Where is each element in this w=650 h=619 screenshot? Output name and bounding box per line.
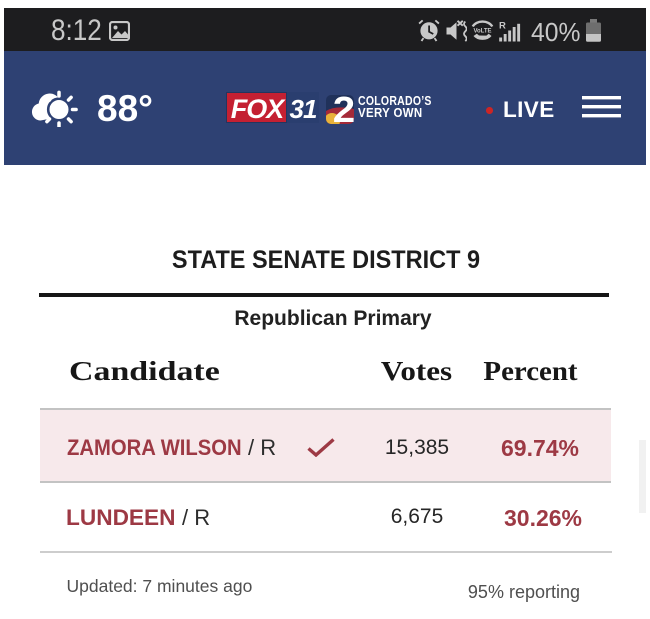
svg-text:VoLTE: VoLTE <box>473 28 491 34</box>
svg-text:R: R <box>499 20 506 31</box>
